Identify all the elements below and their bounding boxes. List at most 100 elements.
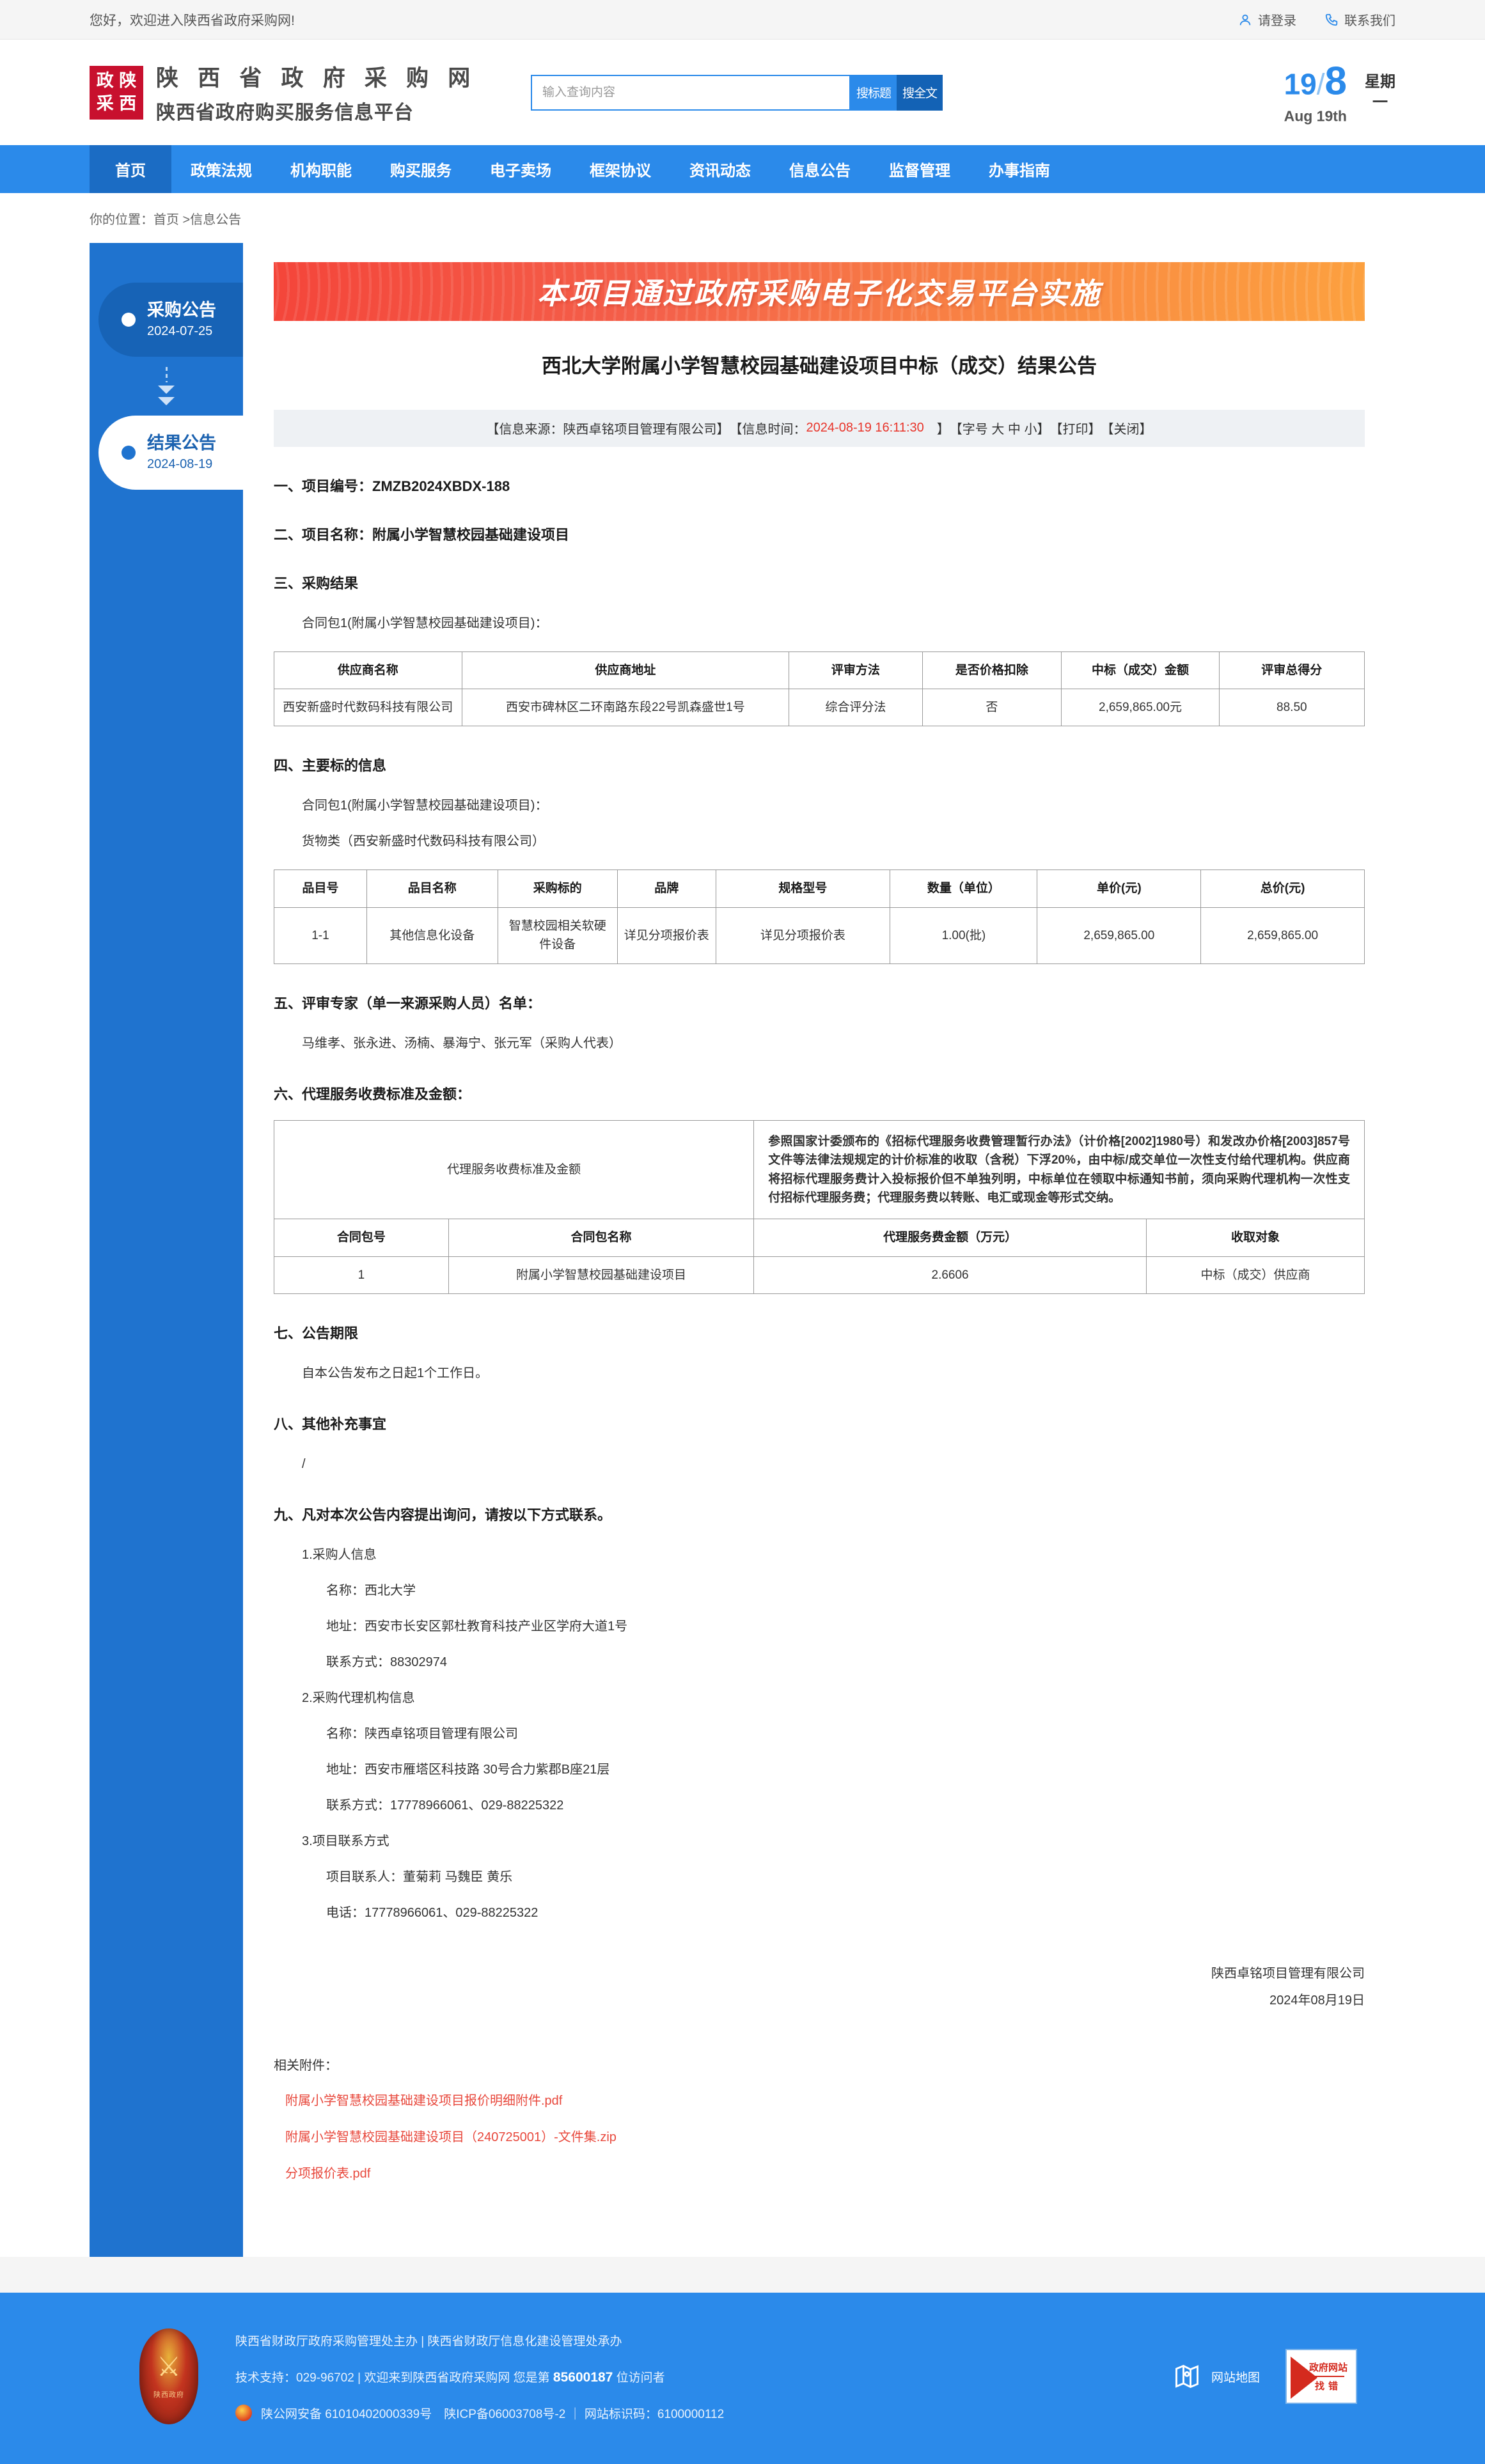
- items-table: 品目号 品目名称 采购标的 品牌 规格型号 数量（单位） 单价(元) 总价(元)…: [274, 869, 1365, 964]
- items-th-quantity: 数量（单位）: [890, 869, 1038, 908]
- nav-item-guide[interactable]: 办事指南: [989, 162, 1050, 180]
- items-td-quantity: 1.00(批): [890, 907, 1038, 964]
- date-main: 19/8 Aug 19th: [1284, 61, 1347, 123]
- attachments-list: 附属小学智慧校园基础建设项目报价明细附件.pdf 附属小学智慧校园基础建设项目（…: [285, 2090, 1365, 2181]
- section-project-number: 一、项目编号：ZMZB2024XBDX-188: [274, 478, 510, 494]
- site-name: 陕 西 省 政 府 采 购 网: [156, 66, 476, 91]
- footer-support-suffix: 位访问者: [613, 2371, 665, 2385]
- nav-item-functions[interactable]: 机构职能: [290, 162, 352, 180]
- signature-org: 陕西卓铭项目管理有限公司: [1211, 1967, 1365, 1981]
- map-icon: [1173, 2362, 1201, 2390]
- chevron-down-icon: [158, 386, 175, 394]
- footer-support-line: 技术支持：029-96702 | 欢迎来到陕西省政府采购网 您是第 856001…: [235, 2368, 724, 2385]
- chevron-down-icon-2: [158, 397, 175, 405]
- items-th-item-name: 品目名称: [366, 869, 498, 908]
- document-meta-bar: 【信息来源：陕西卓铭项目管理有限公司】 【信息时间： 2024-08-19 16…: [274, 409, 1365, 447]
- table-row: 1-1 其他信息化设备 智慧校园相关软硬件设备 详见分项报价表 详见分项报价表 …: [274, 907, 1365, 964]
- sidebar-item-title-2: 结果公告: [147, 433, 216, 453]
- result-th-review-method: 评审方法: [789, 651, 923, 689]
- page-title: 西北大学附属小学智慧校园基础建设项目中标（成交）结果公告: [542, 355, 1097, 377]
- nav-item-supervision[interactable]: 监督管理: [889, 162, 950, 180]
- search-title-button[interactable]: 搜标题: [851, 74, 897, 111]
- signature-date: 2024年08月19日: [1269, 1993, 1365, 2008]
- footer-spacer: [0, 2257, 1485, 2293]
- fee-th-fee-amount: 代理服务费金额（万元）: [753, 1219, 1147, 1257]
- agency-fee-policy-text: 参照国家计委颁布的《招标代理服务收费管理暂行办法》（计价格[2002]1980号…: [753, 1119, 1365, 1220]
- site-brand[interactable]: 政 陕 采 西 陕 西 省 政 府 采 购 网 陕西省政府购买服务信息平台: [90, 60, 476, 125]
- section-notice-period: 七、公告期限: [274, 1325, 359, 1342]
- font-size-control[interactable]: 【字号 大 中 小】: [949, 423, 1050, 437]
- announcement-timeline-sidebar: 采购公告 2024-07-25 结果公告 2024-08-19: [90, 243, 243, 2257]
- fee-th-package-name: 合同包名称: [448, 1219, 755, 1257]
- weekday-value: 一: [1372, 93, 1388, 111]
- login-link[interactable]: 请登录: [1238, 10, 1296, 29]
- sitemap-link[interactable]: 网站地图: [1173, 2362, 1260, 2390]
- top-utility-links: 请登录 联系我们: [1238, 10, 1395, 29]
- search-input[interactable]: [531, 74, 851, 111]
- breadcrumb-current[interactable]: 信息公告: [190, 212, 242, 227]
- footer-organizer-line: 陕西省财政厅政府采购管理处主办 | 陕西省财政厅信息化建设管理处承办: [235, 2334, 622, 2348]
- sidebar-item-result-notice[interactable]: 结果公告 2024-08-19: [98, 416, 243, 490]
- sidebar-item-title: 采购公告: [147, 300, 216, 320]
- site-header: 政 陕 采 西 陕 西 省 政 府 采 购 网 陕西省政府购买服务信息平台 搜标…: [0, 40, 1485, 145]
- attachment-link-zip-fileset[interactable]: 附属小学智慧校园基础建设项目（240725001）-文件集.zip: [285, 2130, 617, 2145]
- close-button[interactable]: 【关闭】: [1101, 423, 1152, 437]
- contact-agency-title: 2.采购代理机构信息: [302, 1691, 415, 1706]
- print-button[interactable]: 【打印】: [1049, 423, 1101, 437]
- nav-item-framework[interactable]: 框架协议: [590, 162, 651, 180]
- main-content-area: 采购公告 2024-07-25 结果公告 2024-08-19 本项目通过政府采…: [90, 243, 1395, 2257]
- search-fulltext-button[interactable]: 搜全文: [897, 74, 943, 111]
- contact-agency-address: 地址：西安市雁塔区科技路 30号合力紫郡B座21层: [326, 1763, 610, 1777]
- date-day: 19: [1284, 67, 1317, 100]
- result-th-award-amount: 中标（成交）金额: [1061, 651, 1220, 689]
- items-table-header-row: 品目号 品目名称 采购标的 品牌 规格型号 数量（单位） 单价(元) 总价(元): [274, 869, 1365, 908]
- section-agency-fee: 六、代理服务收费标准及金额：: [274, 1086, 471, 1102]
- badge-divider: [1312, 2376, 1344, 2378]
- contact-agency-phone: 联系方式：17778966061、029-88225322: [326, 1798, 564, 1813]
- contact-purchaser-address: 地址：西安市长安区郭杜教育科技产业区学府大道1号: [326, 1619, 628, 1634]
- nav-item-services[interactable]: 购买服务: [390, 162, 452, 180]
- nav-item-home[interactable]: 首页: [90, 145, 171, 193]
- sidebar-item-procurement-notice[interactable]: 采购公告 2024-07-25: [98, 283, 243, 357]
- result-package-label: 合同包1(附属小学智慧校园基础建设项目)：: [302, 616, 548, 630]
- gov-website-error-report-badge[interactable]: 政府网站 找错: [1285, 2349, 1357, 2405]
- nav-item-notices[interactable]: 信息公告: [789, 162, 851, 180]
- attachment-link-pdf-detail[interactable]: 附属小学智慧校园基础建设项目报价明细附件.pdf: [285, 2094, 563, 2109]
- timeline-dashed-line: [165, 367, 168, 382]
- emblem-caption: 陕西政府: [153, 2391, 184, 2399]
- items-th-spec: 规格型号: [715, 869, 891, 908]
- result-td-supplier-name: 西安新盛时代数码科技有限公司: [274, 688, 462, 727]
- contact-project-title: 3.项目联系方式: [302, 1834, 389, 1849]
- attachment-link-pdf-pricelist[interactable]: 分项报价表.pdf: [285, 2167, 371, 2181]
- welcome-text: 您好，欢迎进入陕西省政府采购网!: [90, 13, 295, 28]
- table-row: 西安新盛时代数码科技有限公司 西安市碑林区二环南路东段22号凯森盛世1号 综合评…: [274, 688, 1365, 727]
- footer-support-prefix: 技术支持：029-96702 | 欢迎来到陕西省政府采购网 您是第: [235, 2371, 553, 2385]
- items-td-spec: 详见分项报价表: [715, 907, 891, 964]
- footer-icp-text[interactable]: 陕公网安备 61010402000339号 陕ICP备06003708号-2 ｜…: [261, 2407, 725, 2421]
- nav-item-news[interactable]: 资讯动态: [689, 162, 751, 180]
- breadcrumb-separator: >: [179, 212, 191, 227]
- user-icon: [1238, 13, 1252, 27]
- result-th-supplier-name: 供应商名称: [274, 651, 462, 689]
- result-td-price-deduct: 否: [922, 688, 1062, 727]
- badge-line-1: 政府网站: [1308, 2362, 1348, 2374]
- seal-char-3: 西: [119, 93, 137, 114]
- nav-item-emarket[interactable]: 电子卖场: [490, 162, 551, 180]
- timeline-dot-icon-active: [122, 446, 136, 460]
- items-th-total-price: 总价(元): [1200, 869, 1365, 908]
- items-td-brand: 详见分项报价表: [617, 907, 716, 964]
- fee-td-payer: 中标（成交）供应商: [1145, 1256, 1365, 1295]
- sitemap-label: 网站地图: [1211, 2371, 1260, 2385]
- seal-char-0: 政: [96, 71, 114, 91]
- top-utility-inner: 您好，欢迎进入陕西省政府采购网! 请登录 联系我们: [90, 10, 1395, 29]
- seal-char-2: 采: [96, 93, 114, 114]
- breadcrumb-home[interactable]: 首页: [153, 212, 179, 227]
- section-main-items: 四、主要标的信息: [274, 758, 387, 774]
- weekday-display: 星期 一: [1365, 72, 1395, 113]
- items-category-label: 货物类（西安新盛时代数码科技有限公司）: [302, 834, 545, 849]
- agency-fee-policy-row: 代理服务收费标准及金额 参照国家计委颁布的《招标代理服务收费管理暂行办法》（计价…: [273, 1119, 1365, 1220]
- contact-link[interactable]: 联系我们: [1324, 10, 1395, 29]
- phone-icon: [1324, 13, 1339, 27]
- nav-item-policy[interactable]: 政策法规: [191, 162, 252, 180]
- badge-line-2: 找错: [1314, 2381, 1342, 2392]
